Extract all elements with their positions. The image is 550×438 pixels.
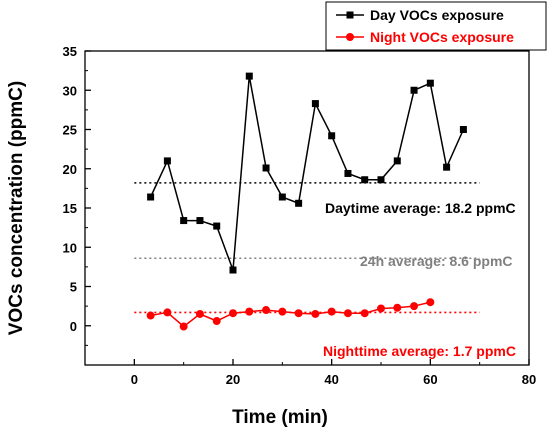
series-line-0 xyxy=(149,75,465,271)
night-point xyxy=(146,311,155,320)
y-tick-label: 35 xyxy=(63,44,77,59)
x-axis-title: Time (min) xyxy=(232,407,328,428)
night-point xyxy=(229,309,237,318)
day-point xyxy=(262,164,270,172)
x-tick-label: 40 xyxy=(324,372,338,387)
night-point xyxy=(212,317,221,326)
y-tick-label: 5 xyxy=(70,280,77,295)
night-point xyxy=(360,309,369,318)
day-point xyxy=(245,72,253,80)
y-axis-title: VOCs concentration (ppmC) xyxy=(6,81,27,335)
day-point xyxy=(229,266,237,274)
day-point xyxy=(278,193,286,201)
night-point xyxy=(327,307,336,316)
night-point xyxy=(163,308,172,317)
day-point xyxy=(196,217,204,225)
nighttime-average-label: Nighttime average: 1.7 ppmC xyxy=(323,343,516,359)
y-tick-label: 0 xyxy=(70,319,77,334)
night-point xyxy=(343,309,352,318)
night-point xyxy=(278,307,287,316)
y-tick-label: 20 xyxy=(63,162,77,177)
24h-average-label: 24h average: 8.6 ppmC xyxy=(360,253,513,269)
day-point xyxy=(393,157,401,165)
y-tick-label: 25 xyxy=(63,123,77,138)
daytime-average-label: Daytime average: 18.2 ppmC xyxy=(325,200,516,216)
night-point xyxy=(179,322,188,331)
y-tick-label: 15 xyxy=(63,201,77,216)
day-point xyxy=(147,193,155,201)
x-tick-label: 80 xyxy=(522,372,536,387)
legend-day-label: Day VOCs exposure xyxy=(370,7,504,23)
legend-box xyxy=(325,1,547,51)
day-point xyxy=(180,217,188,225)
day-point xyxy=(163,157,171,165)
day-point xyxy=(361,176,369,184)
legend: Day VOCs exposure Night VOCs exposure xyxy=(325,1,547,51)
day-point xyxy=(459,126,467,133)
night-point xyxy=(262,306,271,315)
day-point xyxy=(410,86,418,94)
day-point xyxy=(328,132,336,140)
night-point xyxy=(195,309,204,318)
legend-day-marker xyxy=(346,11,354,19)
day-point xyxy=(311,100,319,108)
night-point xyxy=(393,303,402,312)
x-tick-label: 0 xyxy=(131,372,138,387)
legend-night-marker xyxy=(346,33,354,41)
night-point xyxy=(377,304,385,313)
day-point xyxy=(295,199,303,207)
legend-night-label: Night VOCs exposure xyxy=(370,29,514,45)
day-point xyxy=(426,79,434,87)
night-point xyxy=(311,309,320,318)
day-point xyxy=(344,169,352,177)
night-point xyxy=(245,307,254,316)
series-line-1 xyxy=(150,301,431,328)
day-point xyxy=(443,163,451,171)
night-point xyxy=(294,309,303,318)
day-point xyxy=(377,176,385,184)
y-tick-label: 10 xyxy=(63,240,77,255)
night-point xyxy=(426,298,435,307)
night-point xyxy=(410,302,419,311)
day-point xyxy=(213,222,221,230)
x-tick-label: 60 xyxy=(423,372,437,387)
y-tick-label: 30 xyxy=(63,83,77,98)
x-tick-label: 20 xyxy=(226,372,240,387)
